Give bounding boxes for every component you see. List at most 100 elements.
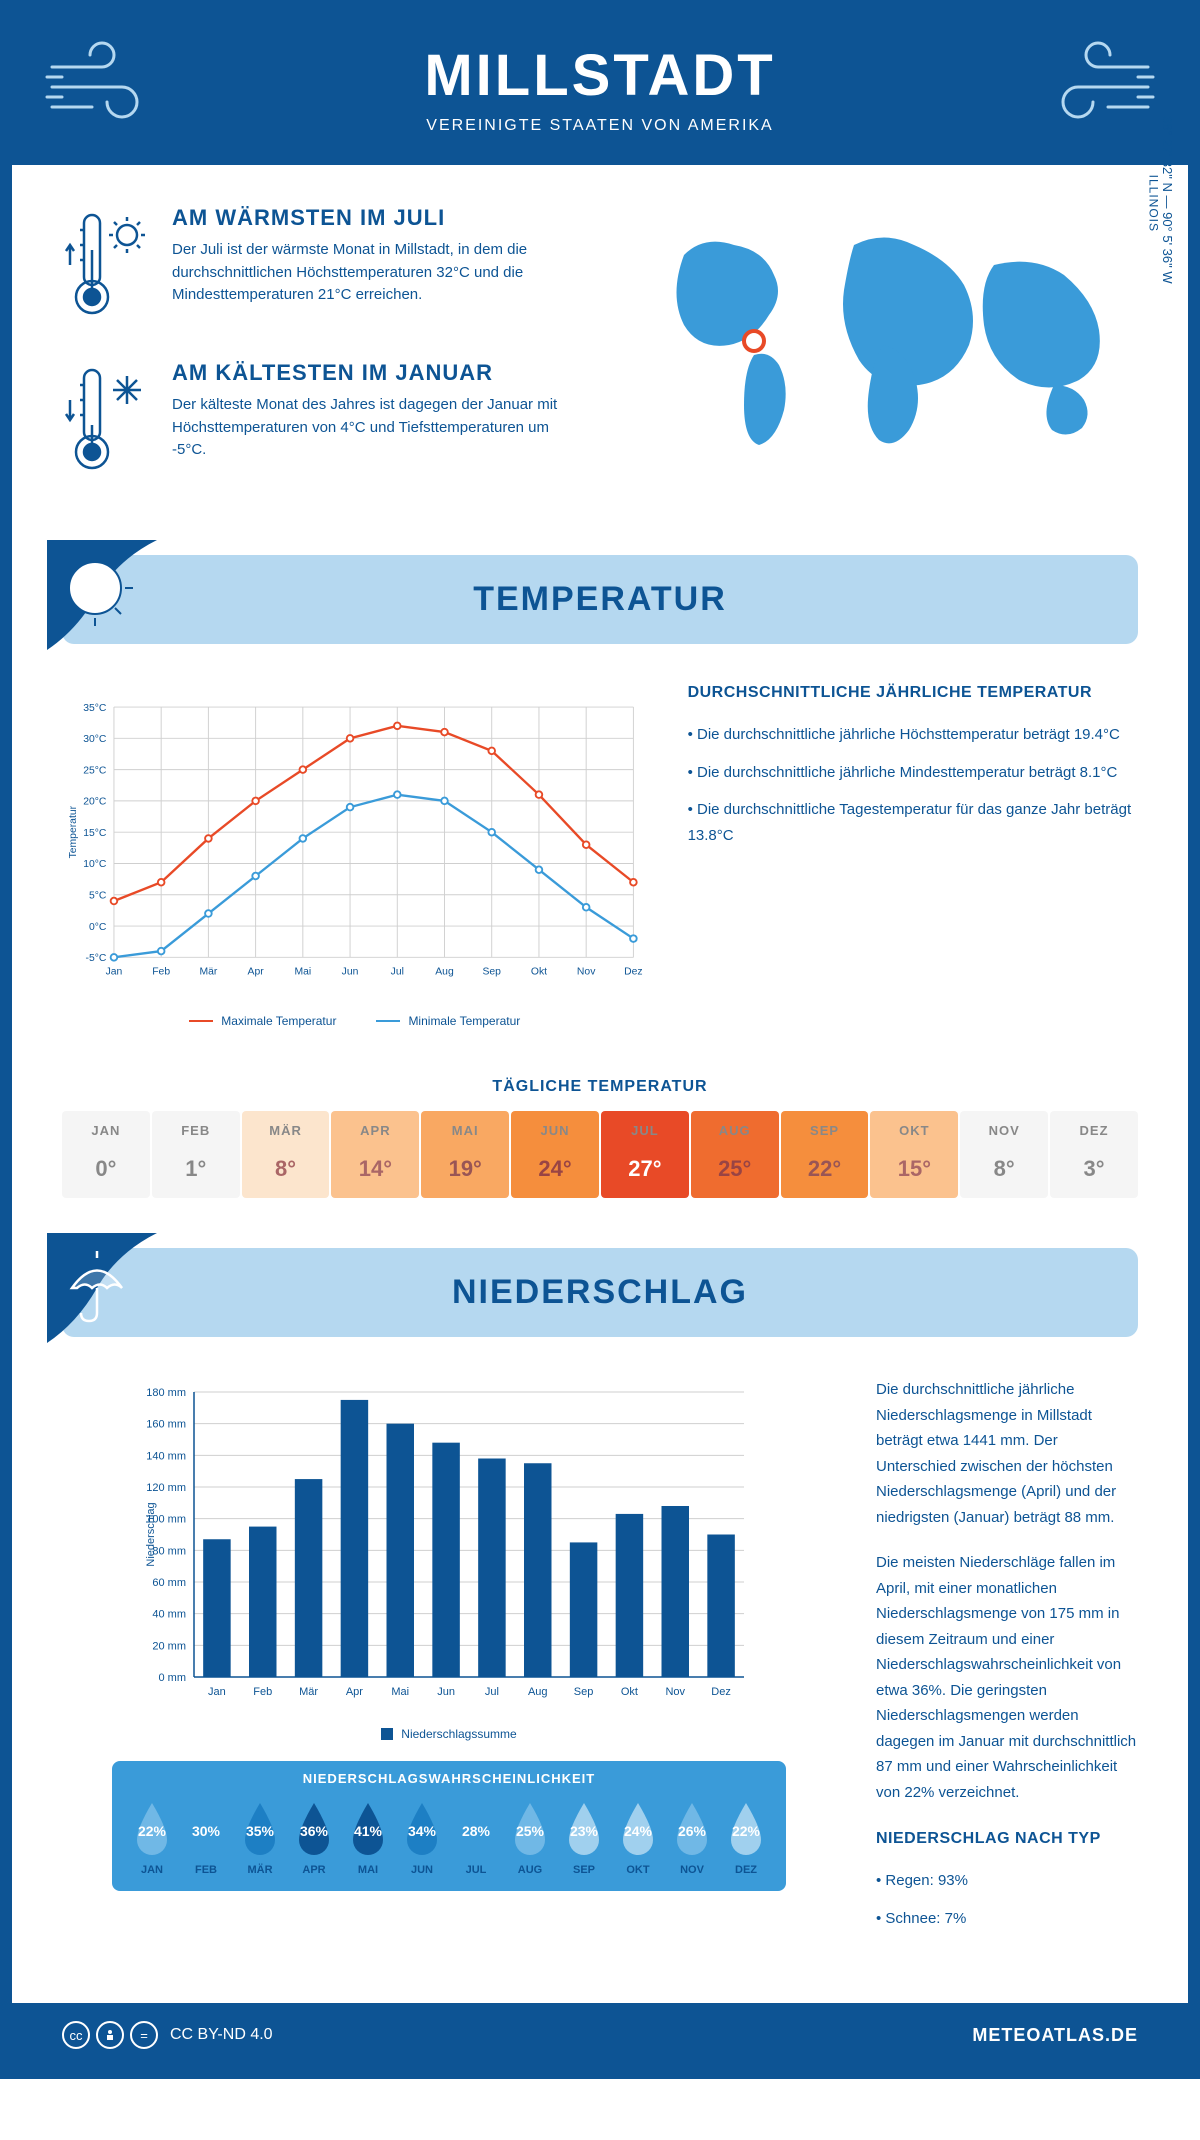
svg-text:Feb: Feb: [152, 966, 170, 977]
temp-cell: SEP 22°: [781, 1111, 869, 1198]
legend-precip: Niederschlagssumme: [381, 1727, 516, 1741]
country-subtitle: VEREINIGTE STAATEN VON AMERIKA: [12, 117, 1188, 135]
state-label: ILLINOIS: [1146, 175, 1160, 232]
svg-text:80 mm: 80 mm: [152, 1545, 186, 1557]
svg-text:Dez: Dez: [711, 1686, 731, 1698]
svg-text:60 mm: 60 mm: [152, 1577, 186, 1589]
temp-cell: APR 14°: [331, 1111, 419, 1198]
wind-icon-left: [42, 37, 182, 137]
raindrop-icon: 23%: [559, 1798, 609, 1858]
svg-text:Mär: Mär: [299, 1686, 318, 1698]
temp-cell: DEZ 3°: [1050, 1111, 1138, 1198]
svg-text:Mär: Mär: [199, 966, 217, 977]
svg-text:Niederschlag: Niederschlag: [145, 1502, 157, 1566]
nd-icon: =: [130, 2021, 158, 2049]
precip-prob-title: NIEDERSCHLAGSWAHRSCHEINLICHKEIT: [127, 1771, 771, 1786]
svg-text:30°C: 30°C: [83, 734, 107, 745]
raindrop-icon: 24%: [613, 1798, 663, 1858]
svg-text:Okt: Okt: [531, 966, 547, 977]
svg-text:120 mm: 120 mm: [146, 1482, 186, 1494]
fact-cold: AM KÄLTESTEN IM JANUAR Der kälteste Mona…: [62, 360, 570, 480]
temperature-section-header: TEMPERATUR: [62, 555, 1138, 644]
drop-cell: 41% MAI: [343, 1798, 393, 1876]
temp-cell: FEB 1°: [152, 1111, 240, 1198]
fact-warm-body: Der Juli ist der wärmste Monat in Millst…: [172, 239, 570, 307]
svg-text:25°C: 25°C: [83, 765, 107, 776]
temp-cell: AUG 25°: [691, 1111, 779, 1198]
daily-temp-title: TÄGLICHE TEMPERATUR: [12, 1078, 1188, 1096]
temperature-title: TEMPERATUR: [92, 580, 1108, 619]
temp-cell: MÄR 8°: [242, 1111, 330, 1198]
license-text: CC BY-ND 4.0: [170, 2026, 273, 2044]
svg-text:Jul: Jul: [485, 1686, 499, 1698]
precipitation-chart-row: 0 mm20 mm40 mm60 mm80 mm100 mm120 mm140 …: [12, 1337, 1188, 1963]
svg-text:-5°C: -5°C: [86, 953, 107, 964]
umbrella-icon: [47, 1233, 157, 1343]
fact-warm-text: AM WÄRMSTEN IM JULI Der Juli ist der wär…: [172, 205, 570, 325]
raindrop-icon: 30%: [181, 1798, 231, 1858]
svg-text:Okt: Okt: [621, 1686, 638, 1698]
footer-site: METEOATLAS.DE: [972, 2025, 1138, 2046]
raindrop-icon: 36%: [289, 1798, 339, 1858]
daily-temp-table: JAN 0° FEB 1° MÄR 8° APR 14° MAI 19° JUN…: [62, 1111, 1138, 1198]
cc-icons: cc =: [62, 2021, 158, 2049]
svg-text:10°C: 10°C: [83, 859, 107, 870]
drop-cell: 34% JUN: [397, 1798, 447, 1876]
cc-icon: cc: [62, 2021, 90, 2049]
svg-text:Apr: Apr: [346, 1686, 363, 1698]
precipitation-text: Die durchschnittliche jährliche Niedersc…: [876, 1377, 1138, 1943]
raindrop-icon: 25%: [505, 1798, 555, 1858]
climate-facts: AM WÄRMSTEN IM JULI Der Juli ist der wär…: [62, 205, 570, 515]
svg-text:15°C: 15°C: [83, 828, 107, 839]
precip-legend: Niederschlagssumme: [62, 1727, 836, 1741]
precipitation-title: NIEDERSCHLAG: [92, 1273, 1108, 1312]
world-map-icon: [630, 205, 1138, 465]
svg-text:Jun: Jun: [342, 966, 359, 977]
temperature-annual-text: DURCHSCHNITTLICHE JÄHRLICHE TEMPERATUR •…: [688, 684, 1138, 1028]
svg-text:35°C: 35°C: [83, 703, 107, 714]
svg-text:180 mm: 180 mm: [146, 1387, 186, 1399]
raindrop-icon: 22%: [127, 1798, 177, 1858]
drop-cell: 23% SEP: [559, 1798, 609, 1876]
drop-cell: 25% AUG: [505, 1798, 555, 1876]
coordinates-label: 38° 27' 32" N — 90° 5' 36" W: [1161, 116, 1176, 284]
drop-cell: 24% OKT: [613, 1798, 663, 1876]
svg-text:20 mm: 20 mm: [152, 1640, 186, 1652]
svg-text:Nov: Nov: [665, 1686, 685, 1698]
thermometer-sun-icon: [62, 205, 152, 325]
footer: cc = CC BY-ND 4.0 METEOATLAS.DE: [12, 2003, 1188, 2067]
drop-cell: 35% MÄR: [235, 1798, 285, 1876]
svg-text:Sep: Sep: [574, 1686, 594, 1698]
raindrop-icon: 34%: [397, 1798, 447, 1858]
svg-text:Aug: Aug: [528, 1686, 548, 1698]
svg-text:Mai: Mai: [391, 1686, 409, 1698]
temp-cell: JAN 0°: [62, 1111, 150, 1198]
legend-max: Maximale Temperatur: [189, 1014, 336, 1028]
drop-cell: 30% FEB: [181, 1798, 231, 1876]
raindrop-icon: 28%: [451, 1798, 501, 1858]
svg-text:Apr: Apr: [248, 966, 265, 977]
sun-icon: [47, 540, 157, 650]
svg-text:140 mm: 140 mm: [146, 1450, 186, 1462]
svg-text:0 mm: 0 mm: [159, 1672, 187, 1684]
svg-text:Mai: Mai: [294, 966, 311, 977]
drop-cell: 26% NOV: [667, 1798, 717, 1876]
svg-text:20°C: 20°C: [83, 797, 107, 808]
svg-text:Feb: Feb: [253, 1686, 272, 1698]
fact-cold-title: AM KÄLTESTEN IM JANUAR: [172, 360, 570, 386]
raindrop-icon: 22%: [721, 1798, 771, 1858]
temp-cell: MAI 19°: [421, 1111, 509, 1198]
precip-by-type-2: • Schnee: 7%: [876, 1906, 1138, 1932]
svg-text:Jul: Jul: [391, 966, 404, 977]
svg-text:Temperatur: Temperatur: [68, 805, 79, 858]
top-section: AM WÄRMSTEN IM JULI Der Juli ist der wär…: [12, 165, 1188, 555]
temperature-chart: -5°C0°C5°C10°C15°C20°C25°C30°C35°CJanFeb…: [62, 684, 648, 1028]
svg-text:40 mm: 40 mm: [152, 1609, 186, 1621]
infographic-container: MILLSTADT VEREINIGTE STAATEN VON AMERIKA: [0, 0, 1200, 2079]
drop-cell: 28% JUL: [451, 1798, 501, 1876]
precipitation-section-header: NIEDERSCHLAG: [62, 1248, 1138, 1337]
temp-cell: JUN 24°: [511, 1111, 599, 1198]
svg-text:160 mm: 160 mm: [146, 1419, 186, 1431]
temp-cell: OKT 15°: [870, 1111, 958, 1198]
svg-text:Jan: Jan: [106, 966, 123, 977]
